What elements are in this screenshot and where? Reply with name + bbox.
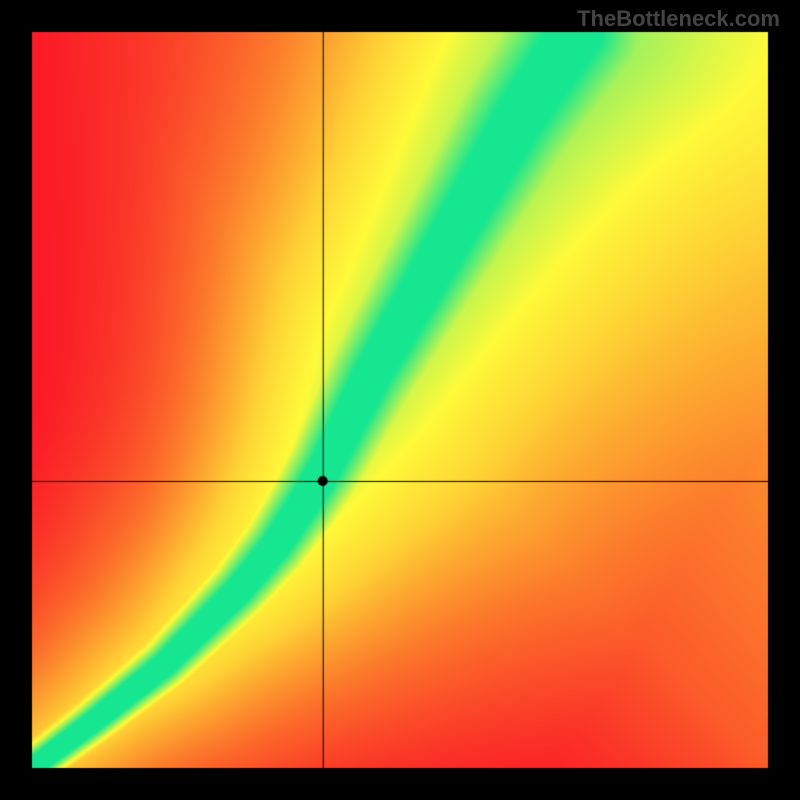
bottleneck-heatmap <box>0 0 800 800</box>
watermark-text: TheBottleneck.com <box>577 6 780 32</box>
